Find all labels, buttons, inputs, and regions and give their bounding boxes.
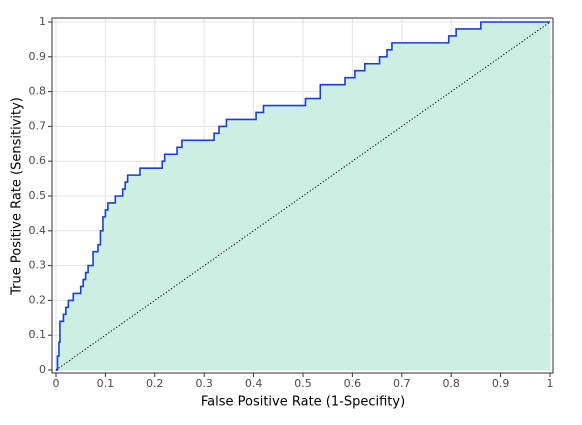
x-tick-label: 1 bbox=[547, 377, 554, 390]
reference-line bbox=[55, 21, 551, 371]
y-tick-label: 0.8 bbox=[29, 85, 47, 98]
y-tick-label: 0.9 bbox=[29, 50, 47, 63]
y-tick-label: 0.4 bbox=[29, 224, 47, 237]
y-axis-title: True Positive Rate (Sensitivity) bbox=[10, 97, 25, 296]
x-tick-label: 0.9 bbox=[492, 377, 510, 390]
y-tick-label: 0.5 bbox=[29, 189, 47, 202]
x-tick-label: 0.7 bbox=[393, 377, 411, 390]
y-tick-label: 0.1 bbox=[29, 328, 47, 341]
y-tick-label: 0.7 bbox=[29, 119, 47, 132]
y-tick-label: 0.2 bbox=[29, 293, 47, 306]
y-tick-label: 0.6 bbox=[29, 154, 47, 167]
roc-curve bbox=[56, 21, 550, 371]
x-tick-label: 0.2 bbox=[146, 377, 164, 390]
x-tick-label: 0.3 bbox=[195, 377, 213, 390]
x-tick-label: 0.4 bbox=[245, 377, 263, 390]
x-tick-label: 0.5 bbox=[294, 377, 312, 390]
x-tick-label: 0.1 bbox=[97, 377, 115, 390]
x-tick-label: 0 bbox=[53, 377, 60, 390]
x-tick-label: 0.8 bbox=[442, 377, 460, 390]
y-tick-label: 0 bbox=[39, 363, 46, 376]
x-axis-title: False Positive Rate (1-Specifity) bbox=[201, 395, 405, 410]
y-tick-label: 0.3 bbox=[29, 259, 47, 272]
y-tick-label: 1 bbox=[39, 15, 46, 28]
x-tick-label: 0.6 bbox=[344, 377, 362, 390]
